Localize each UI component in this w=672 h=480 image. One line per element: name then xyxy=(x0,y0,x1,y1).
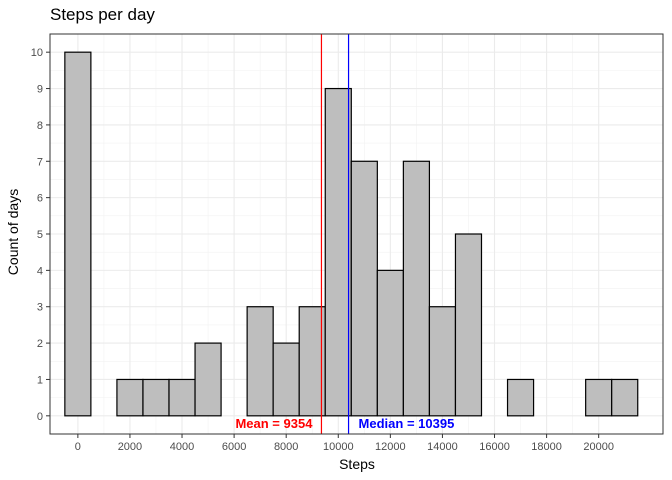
y-tick-label: 8 xyxy=(37,120,43,132)
x-tick-label: 8000 xyxy=(274,441,298,453)
histogram-bar xyxy=(585,378,613,417)
y-tick-label: 4 xyxy=(37,265,43,277)
x-axis-title: Steps xyxy=(339,456,375,472)
y-tick-label: 0 xyxy=(37,411,43,423)
chart-title: Steps per day xyxy=(50,5,155,24)
histogram-bar xyxy=(402,160,431,417)
x-tick-label: 14000 xyxy=(427,441,458,453)
x-tick-label: 18000 xyxy=(531,441,562,453)
y-tick-label: 1 xyxy=(37,374,43,386)
histogram-bar xyxy=(350,160,378,417)
histogram-bar xyxy=(324,87,352,417)
x-tick-label: 20000 xyxy=(583,441,614,453)
mean-annotation: Mean = 9354 xyxy=(235,416,313,431)
histogram-bar xyxy=(611,378,639,417)
histogram-bar xyxy=(194,342,222,417)
x-tick-label: 12000 xyxy=(375,441,406,453)
x-tick-label: 6000 xyxy=(222,441,246,453)
y-tick-label: 2 xyxy=(37,338,43,350)
histogram-bar xyxy=(506,378,535,417)
histogram-bar xyxy=(168,378,196,417)
y-axis-title: Count of days xyxy=(5,189,21,275)
y-tick-label: 10 xyxy=(31,47,43,59)
y-tick-label: 5 xyxy=(37,229,43,241)
histogram-bar xyxy=(64,51,92,417)
y-tick-label: 3 xyxy=(37,302,43,314)
y-tick-label: 9 xyxy=(37,84,43,96)
median-annotation: Median = 10395 xyxy=(359,416,455,431)
x-axis-ticks: 0 2000 4000 6000 8000 10000 12000 14000 16000 180… xyxy=(75,434,614,453)
bars xyxy=(64,51,639,417)
x-tick-label: 4000 xyxy=(170,441,194,453)
x-tick-label: 2000 xyxy=(118,441,142,453)
reference-lines: Mean = 9354 Median = 10395 xyxy=(235,34,454,434)
x-tick-label: 10000 xyxy=(323,441,354,453)
histogram-bar xyxy=(454,233,483,417)
histogram-bar xyxy=(142,378,170,417)
histogram-bar xyxy=(376,269,404,417)
histogram-bar xyxy=(246,306,274,417)
y-axis-ticks: 0 1 2 3 4 5 6 7 8 9 10 xyxy=(31,47,50,423)
histogram-bar xyxy=(116,378,144,417)
histogram-bar xyxy=(428,306,457,417)
y-tick-label: 6 xyxy=(37,193,43,205)
y-tick-label: 7 xyxy=(37,156,43,168)
x-tick-label: 0 xyxy=(75,441,81,453)
histogram-bar xyxy=(272,342,300,417)
x-tick-label: 16000 xyxy=(479,441,510,453)
